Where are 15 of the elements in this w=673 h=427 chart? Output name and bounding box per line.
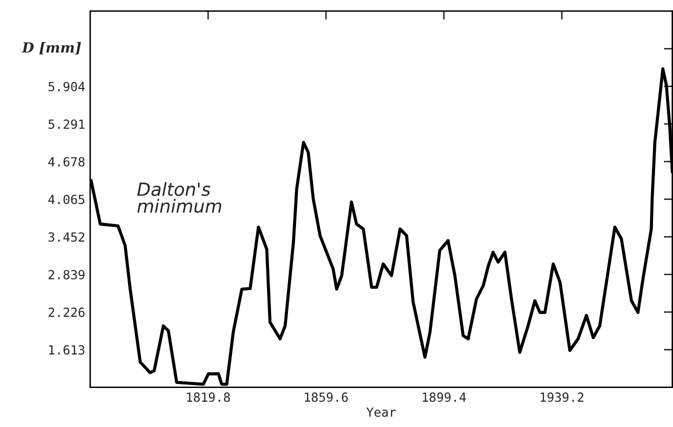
y-tick-label: 5.904 [48,82,85,92]
y-tick-label: 4.065 [48,194,84,204]
x-axis-title: Year [366,408,396,417]
y-tick-label: 3.452 [48,232,84,242]
x-tick-label: 1859.6 [304,392,348,402]
y-tick-label: 2.226 [48,308,85,318]
y-axis-title: D [mm] [22,42,81,54]
y-tick-label: 4.678 [48,157,85,167]
y-tick-label: 5.291 [48,119,84,129]
annotation: Dalton's minimum [137,182,222,213]
y-tick-label: 1.613 [49,345,84,355]
x-tick-label: 1819.8 [187,392,230,402]
x-tick-label: 1899.4 [422,392,466,402]
y-tick-label: 2.839 [48,270,84,280]
x-tick-label: 1939.2 [540,392,584,402]
